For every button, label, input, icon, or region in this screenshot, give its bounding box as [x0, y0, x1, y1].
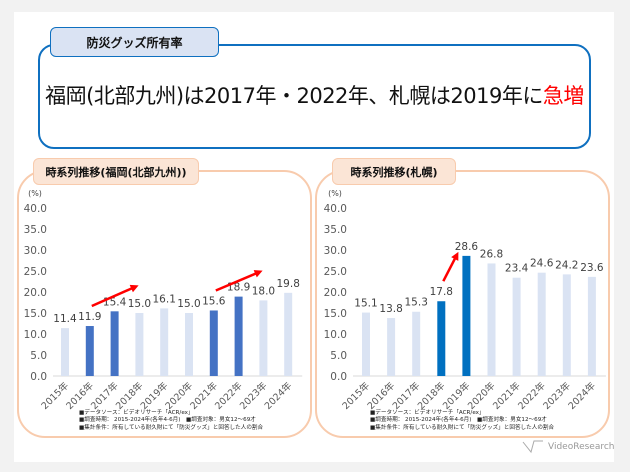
bar: [412, 311, 421, 376]
headline: 福岡(北部九州)は2017年・2022年、札幌は2019年に急増: [38, 80, 591, 110]
data-label: 15.3: [405, 297, 428, 309]
bar: [537, 272, 546, 376]
bar: [437, 301, 446, 376]
data-label: 15.6: [202, 295, 226, 307]
y-tick-label: 40.0: [324, 203, 347, 215]
logo-mark-icon: [522, 440, 543, 454]
y-tick-label: 35.0: [324, 224, 347, 236]
trend-arrow: [91, 286, 135, 308]
footnote: ■データソース：ビデオリサーチ「ACR/ex」: [79, 410, 194, 416]
summary-tab: 防災グッズ所有率: [50, 27, 219, 57]
y-tick-label: 30.0: [24, 245, 47, 257]
footnote: ■集計条件：所有している耐久財にて「防災グッズ」と回答した人の割合: [79, 424, 264, 431]
bar: [135, 313, 144, 376]
data-label: 11.4: [53, 313, 77, 325]
y-tick-label: 15.0: [24, 308, 47, 320]
data-label: 23.6: [580, 262, 604, 274]
data-label: 16.1: [153, 293, 176, 305]
data-label: 28.6: [455, 241, 479, 253]
footnote: ■調査時期： 2015-2024年(各年4-6月) ■調査対象：男女12～69才: [79, 417, 256, 424]
summary-box: [38, 44, 591, 149]
data-label: 19.8: [277, 278, 300, 290]
trend-arrow-head-icon: [253, 270, 263, 278]
data-label: 11.9: [78, 311, 101, 323]
bar: [284, 292, 293, 376]
x-tick-label: 2024年: [566, 379, 599, 412]
data-label: 15.0: [177, 298, 200, 310]
data-label: 26.8: [480, 248, 503, 260]
bar: [462, 255, 471, 376]
trend-arrow-head-icon: [129, 284, 139, 293]
data-label: 15.0: [128, 298, 151, 310]
footnote: ■データソース：ビデオリサーチ「ACR/ex」: [370, 410, 485, 416]
y-tick-label: 5.0: [30, 350, 47, 362]
bar: [487, 263, 496, 376]
data-label: 24.2: [555, 259, 578, 271]
bar: [185, 313, 193, 376]
chart-fukuoka: (%) 0.0 5.0 10.0 15.0 20.0 25.0 30.0 35.0 40.0 11.…: [24, 189, 303, 412]
y-axis-label: (%): [28, 189, 42, 198]
headline-emphasis: 急増: [542, 84, 585, 108]
y-tick-label: 25.0: [324, 266, 347, 278]
data-label: 13.8: [379, 303, 402, 315]
bar: [362, 312, 370, 376]
x-tick-label: 2024年: [262, 379, 295, 412]
bar: [512, 277, 521, 376]
footnotes: ■データソース：ビデオリサーチ「ACR/ex」 ■調査時期： 2015-2024年…: [79, 410, 263, 432]
y-tick-label: 0.0: [330, 371, 347, 383]
trend-arrow: [215, 271, 259, 292]
y-tick-label: 40.0: [24, 203, 47, 215]
bar: [259, 300, 268, 376]
footnote: ■調査時期： 2015-2024年(各年4-6月) ■調査対象：男女12～69才: [370, 417, 547, 424]
bar: [234, 296, 243, 376]
data-label: 18.0: [252, 285, 275, 297]
chart-title-sapporo: 時系列推移(札幌): [332, 158, 456, 185]
y-tick-label: 10.0: [24, 329, 47, 341]
trend-arrow-head-icon: [451, 251, 459, 261]
headline-text: 福岡(北部九州)は2017年・2022年、札幌は2019年に: [45, 84, 543, 108]
trend-arrow: [442, 255, 458, 282]
bar: [209, 310, 218, 376]
y-tick-label: 25.0: [24, 266, 47, 278]
y-tick-label: 0.0: [30, 371, 47, 383]
logo-text: VideoResearch: [548, 442, 615, 452]
footnote: ■集計条件：所有している耐久財にて「防災グッズ」と回答した人の割合: [370, 424, 555, 431]
bar: [85, 326, 94, 376]
data-label: 15.4: [103, 296, 127, 308]
chart-sapporo: (%) 0.0 5.0 10.0 15.0 20.0 25.0 30.0 35.0 40.0 15.…: [324, 189, 606, 412]
data-label: 17.8: [430, 286, 453, 298]
y-tick-label: 20.0: [24, 287, 47, 299]
y-axis-label: (%): [328, 189, 342, 198]
bar: [387, 318, 396, 376]
y-tick-label: 5.0: [330, 350, 347, 362]
logo: VideoResearch: [522, 440, 615, 454]
bar: [587, 276, 596, 376]
chart-title-fukuoka: 時系列推移(福岡(北部九州)): [33, 158, 199, 185]
y-tick-label: 30.0: [324, 245, 347, 257]
bar: [160, 308, 169, 376]
chart-panel-sapporo: (%) 0.0 5.0 10.0 15.0 20.0 25.0 30.0 35.0 40.0 15.…: [315, 170, 610, 438]
bar: [110, 311, 119, 376]
chart-panel-fukuoka: (%) 0.0 5.0 10.0 15.0 20.0 25.0 30.0 35.0 40.0 11.…: [17, 170, 312, 438]
data-label: 23.4: [505, 263, 529, 275]
bar: [61, 328, 69, 376]
bar: [562, 274, 571, 376]
data-label: 15.1: [354, 298, 377, 310]
y-tick-label: 10.0: [324, 329, 347, 341]
footnotes: ■データソース：ビデオリサーチ「ACR/ex」 ■調査時期： 2015-2024年…: [370, 410, 554, 432]
y-tick-label: 15.0: [324, 308, 347, 320]
y-tick-label: 20.0: [324, 287, 347, 299]
data-label: 24.6: [530, 258, 554, 270]
y-tick-label: 35.0: [24, 224, 47, 236]
